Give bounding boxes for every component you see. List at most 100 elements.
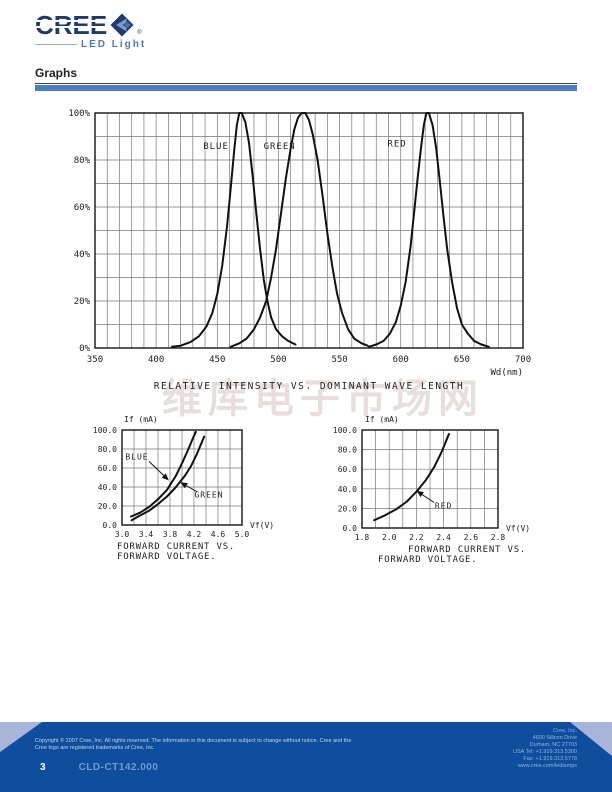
document-number: CLD-CT142.000 — [78, 762, 159, 773]
y-tick-label: 60.0 — [338, 465, 357, 474]
y-tick-label: 20.0 — [338, 504, 357, 513]
logo-tagline: LED Light — [81, 39, 147, 50]
x-tick-label: 2.4 — [436, 533, 451, 542]
x-tick-label: 3.0 — [115, 530, 130, 539]
plot-border — [94, 112, 524, 349]
company-address-block: Cree, Inc. 4600 Silicon Drive Durham, NC… — [513, 728, 577, 770]
document-id-row: 3 CLD-CT142.000 — [40, 762, 158, 773]
y-axis-unit-label: If (mA) — [124, 415, 158, 424]
y-tick-label: 0.0 — [343, 524, 358, 533]
x-tick-label: 500 — [270, 355, 286, 365]
curve-green — [229, 112, 369, 348]
logo-stripe — [35, 20, 108, 22]
plot-border — [361, 429, 499, 529]
x-tick-label: 2.6 — [464, 533, 479, 542]
x-tick-label: 400 — [148, 355, 164, 365]
address-line: 4600 Silicon Drive — [532, 735, 577, 741]
plot-border — [121, 429, 243, 526]
x-tick-label: 2.2 — [409, 533, 424, 542]
y-tick-label: 100% — [68, 109, 90, 119]
curve-blue — [130, 430, 197, 518]
section-heading: Graphs — [35, 66, 577, 91]
y-axis-unit-label: If (mA) — [365, 415, 399, 424]
chart-title: FORWARD CURRENT VS. — [408, 545, 526, 555]
y-tick-label: 40% — [74, 250, 91, 260]
heading-accent-bar — [35, 85, 577, 91]
curve-red — [367, 112, 490, 348]
y-tick-label: 20% — [74, 297, 91, 307]
pointer-arrow-red — [421, 494, 435, 503]
x-axis-unit-label: Vf(V) — [506, 524, 530, 533]
x-tick-label: 1.8 — [355, 533, 370, 542]
copyright-line: Cree logo are registered trademarks of C… — [35, 745, 155, 751]
x-axis-unit-label: Wd(nm) — [490, 368, 523, 378]
registered-mark: ® — [137, 30, 142, 36]
logo-stripe — [35, 26, 108, 28]
y-tick-label: 60% — [74, 203, 91, 213]
address-line: Cree, Inc. — [553, 728, 577, 734]
pointer-arrowhead-red — [416, 490, 424, 498]
x-tick-label: 350 — [87, 355, 103, 365]
forward-current-chart-blue-green: 3.0 3.4 3.8 4.2 4.6 5.0 0.0 20.0 40.0 60.0 80.0 100… — [93, 415, 274, 562]
pointer-arrowhead-blue — [161, 473, 169, 481]
watermark-text: 维库电子市场网 — [162, 376, 484, 422]
x-tick-label: 2.0 — [382, 533, 397, 542]
y-tick-label: 80.0 — [338, 446, 357, 455]
cree-wordmark: CREE — [35, 10, 108, 40]
pointer-arrow-blue — [148, 460, 165, 476]
pointer-arrowhead-green — [180, 482, 188, 489]
curve-label-green: GREEN — [194, 491, 223, 500]
cree-diamond-arrow-icon — [110, 13, 134, 37]
address-line: Fax: +1.919.313.5778 — [523, 756, 577, 762]
footer-website-link[interactable]: www.cree.com/ledlamps — [517, 763, 577, 769]
page-number: 3 — [40, 762, 46, 773]
x-tick-label: 3.8 — [163, 530, 178, 539]
curve-red — [373, 432, 450, 522]
y-tick-label: 100.0 — [93, 426, 117, 435]
curve-label-red: RED — [387, 140, 406, 150]
copyright-line: Copyright © 2007 Cree, Inc. All rights r… — [35, 738, 352, 744]
y-tick-label: 80.0 — [98, 445, 117, 454]
x-tick-label: 650 — [454, 355, 470, 365]
heading-rule — [35, 83, 577, 84]
curve-label-red: RED — [435, 501, 452, 510]
pointer-arrow-green — [186, 485, 198, 493]
x-tick-label: 450 — [209, 355, 225, 365]
footer: Copyright © 2007 Cree, Inc. All rights r… — [0, 722, 612, 792]
y-tick-label: 0% — [79, 344, 90, 354]
page-title: Graphs — [35, 66, 78, 80]
curve-label-blue: BLUE — [203, 142, 229, 152]
chart-title: FORWARD VOLTAGE. — [117, 552, 217, 562]
y-tick-label: 40.0 — [98, 483, 117, 492]
curve-label-blue: BLUE — [125, 453, 148, 462]
curve-label-green: GREEN — [264, 142, 296, 152]
x-tick-label: 4.2 — [187, 530, 202, 539]
copyright-notice: Copyright © 2007 Cree, Inc. All rights r… — [35, 738, 415, 752]
x-tick-label: 700 — [515, 355, 531, 365]
y-tick-label: 0.0 — [103, 521, 118, 530]
x-tick-label: 4.6 — [211, 530, 226, 539]
logo-rule — [35, 44, 77, 45]
chart-title: FORWARD CURRENT VS. — [117, 542, 235, 552]
x-tick-label: 600 — [393, 355, 409, 365]
x-tick-label: 5.0 — [235, 530, 250, 539]
y-tick-label: 20.0 — [98, 502, 117, 511]
chart-title: RELATIVE INTENSITY VS. DOMINANT WAVE LEN… — [154, 381, 464, 392]
address-line: USA Tel: +1.919.313.5300 — [513, 749, 577, 755]
cree-logo: CREE ® LED Light — [35, 12, 155, 50]
x-axis-unit-label: Vf(V) — [250, 521, 274, 530]
y-tick-label: 80% — [74, 156, 91, 166]
x-tick-label: 550 — [331, 355, 347, 365]
spectral-intensity-chart: 350 400 450 500 550 600 650 700 0% 20% 40% 60% 80% 10… — [68, 109, 531, 392]
x-tick-label: 3.4 — [139, 530, 154, 539]
address-line: Durham, NC 27703 — [529, 742, 577, 748]
curve-blue — [171, 112, 297, 348]
forward-current-chart-red: 1.8 2.0 2.2 2.4 2.6 2.8 0.0 20.0 40.0 60.0 80.0 100… — [333, 415, 530, 565]
y-tick-label: 100.0 — [333, 426, 357, 435]
y-tick-label: 40.0 — [338, 485, 357, 494]
x-tick-label: 2.8 — [491, 533, 506, 542]
chart-title: FORWARD VOLTAGE. — [378, 555, 478, 565]
curve-green — [130, 435, 206, 522]
y-tick-label: 60.0 — [98, 464, 117, 473]
